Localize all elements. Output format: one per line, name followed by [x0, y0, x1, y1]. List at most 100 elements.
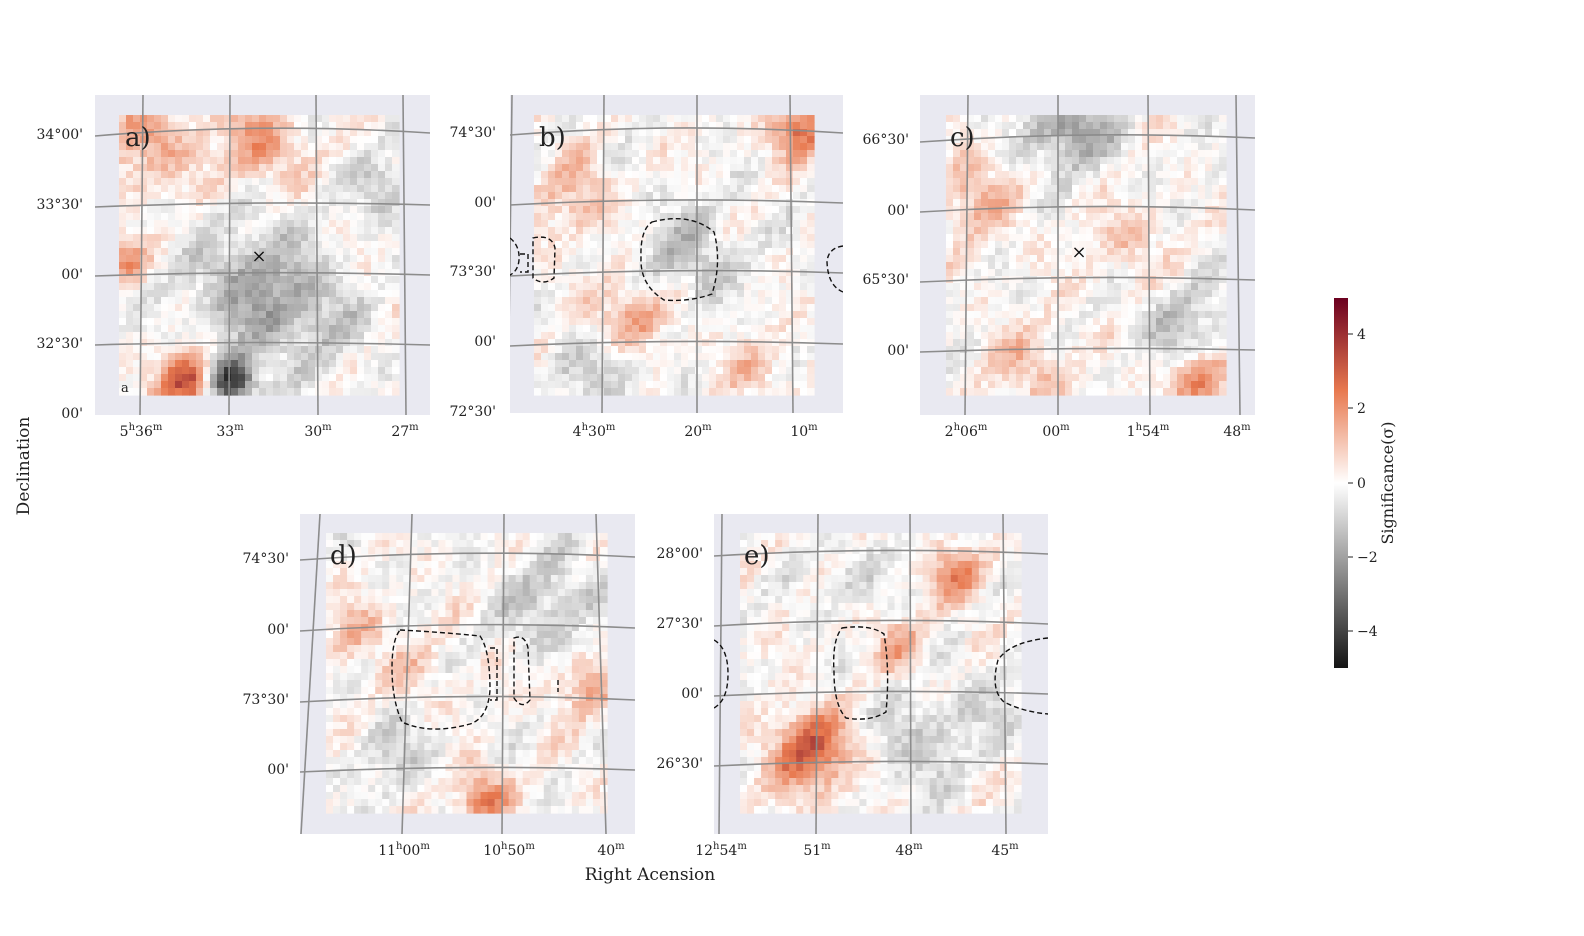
heatmap-cell [1100, 150, 1108, 158]
heatmap-cell [1156, 297, 1164, 305]
heatmap-cell [147, 297, 155, 305]
heatmap-cell [1072, 227, 1080, 235]
heatmap-cell [730, 388, 738, 396]
heatmap-cell [569, 115, 577, 123]
heatmap-cell [1128, 248, 1136, 256]
heatmap-cell [154, 192, 162, 200]
heatmap-cell [660, 360, 668, 368]
heatmap-cell [653, 199, 661, 207]
heatmap-cell [245, 367, 253, 375]
heatmap-cell [1121, 374, 1129, 382]
heatmap-cell [175, 374, 183, 382]
heatmap-cell [1044, 206, 1052, 214]
heatmap-cell [1023, 367, 1031, 375]
heatmap-cell [1142, 164, 1150, 172]
heatmap-cell [210, 367, 218, 375]
heatmap-cell [322, 185, 330, 193]
heatmap-cell [667, 199, 675, 207]
heatmap-cell [597, 227, 605, 235]
heatmap-cell [392, 185, 400, 193]
heatmap-cell [1219, 374, 1227, 382]
heatmap-cell [988, 255, 996, 263]
heatmap-cell [1156, 269, 1164, 277]
heatmap-cell [1058, 192, 1066, 200]
heatmap-cell [1219, 269, 1227, 277]
heatmap-cell [392, 318, 400, 326]
heatmap-cell [716, 388, 724, 396]
heatmap-cell [1198, 318, 1206, 326]
heatmap-cell [343, 206, 351, 214]
heatmap-cell [695, 311, 703, 319]
heatmap-cell [960, 122, 968, 130]
heatmap-cell [981, 283, 989, 291]
heatmap-cell [266, 143, 274, 151]
heatmap-cell [639, 381, 647, 389]
heatmap-cell [1135, 318, 1143, 326]
heatmap-cell [967, 318, 975, 326]
heatmap-cell [576, 178, 584, 186]
heatmap-cell [562, 381, 570, 389]
heatmap-cell [667, 325, 675, 333]
heatmap-cell [660, 143, 668, 151]
heatmap-cell [981, 178, 989, 186]
heatmap-cell [1114, 276, 1122, 284]
heatmap-cell [653, 325, 661, 333]
heatmap-cell [625, 220, 633, 228]
heatmap-cell [995, 269, 1003, 277]
heatmap-cell [1184, 339, 1192, 347]
heatmap-cell [1044, 185, 1052, 193]
heatmap-cell [1212, 115, 1220, 123]
heatmap-cell [119, 297, 127, 305]
heatmap-cell [1051, 388, 1059, 396]
heatmap-cell [1044, 178, 1052, 186]
heatmap-cell [371, 185, 379, 193]
heatmap-cell [702, 178, 710, 186]
heatmap-cell [618, 234, 626, 242]
heatmap-cell [1030, 332, 1038, 340]
heatmap-cell [231, 255, 239, 263]
panel-b: b) 74°30' 00' 73°30' 00' 72°30' 4h30m 20… [450, 95, 843, 440]
heatmap-cell [653, 304, 661, 312]
heatmap-cell [702, 353, 710, 361]
heatmap-cell [1114, 262, 1122, 270]
heatmap-cell [1149, 199, 1157, 207]
heatmap-cell [667, 311, 675, 319]
heatmap-cell [569, 227, 577, 235]
y-tick: 32°30' [37, 336, 83, 352]
heatmap-cell [995, 360, 1003, 368]
heatmap-cell [960, 220, 968, 228]
heatmap-cell [1100, 157, 1108, 165]
heatmap-cell [245, 143, 253, 151]
heatmap-cell [807, 283, 815, 291]
heatmap-cell [1086, 192, 1094, 200]
heatmap-cell [1184, 353, 1192, 361]
heatmap-cell [378, 304, 386, 312]
heatmap-cell [357, 164, 365, 172]
heatmap-cell [315, 374, 323, 382]
heatmap-cell [646, 360, 654, 368]
heatmap-cell [1023, 143, 1031, 151]
heatmap-cell [597, 311, 605, 319]
heatmap-cell [967, 227, 975, 235]
heatmap-cell [1023, 122, 1031, 130]
heatmap-cell [751, 220, 759, 228]
heatmap-cell [737, 381, 745, 389]
heatmap-cell [1016, 255, 1024, 263]
heatmap-cell [175, 213, 183, 221]
heatmap-cell [147, 220, 155, 228]
heatmap-cell [1114, 304, 1122, 312]
heatmap-cell [1191, 283, 1199, 291]
heatmap-cell [646, 227, 654, 235]
heatmap-cell [1107, 297, 1115, 305]
heatmap-cell [988, 136, 996, 144]
heatmap-cell [548, 234, 556, 242]
heatmap-cell [266, 234, 274, 242]
heatmap-cell [1177, 381, 1185, 389]
heatmap-cell [1128, 297, 1136, 305]
heatmap-cell [1142, 311, 1150, 319]
heatmap-cell [273, 367, 281, 375]
heatmap-cell [287, 234, 295, 242]
heatmap-cell [189, 290, 197, 298]
heatmap-cell [967, 164, 975, 172]
heatmap-cell [709, 115, 717, 123]
